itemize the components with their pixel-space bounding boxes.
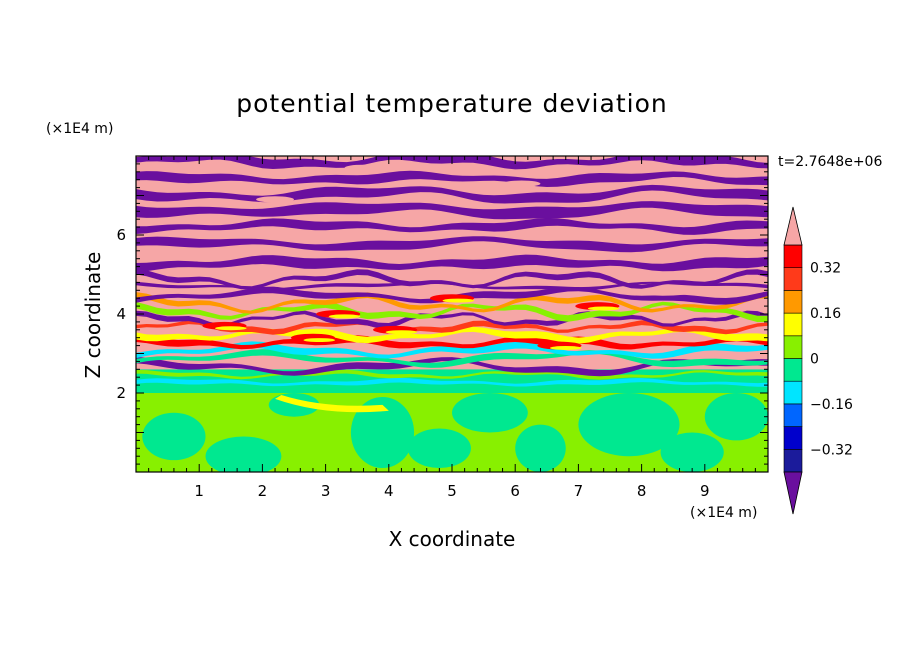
x-tick-label: 1 — [194, 482, 204, 500]
upper-pink-4 — [186, 255, 225, 262]
axes: 1 2 3 4 5 6 7 8 9 2 4 6 — [116, 156, 769, 500]
turbulent-band-2 — [136, 341, 768, 359]
y-tick-label: 4 — [116, 305, 126, 323]
y-axis-label: Z coordinate — [81, 252, 105, 379]
transition-cyan — [136, 377, 768, 387]
x-tick-label: 5 — [447, 482, 457, 500]
contour-field — [136, 156, 768, 472]
chart-title: potential temperature deviation — [236, 89, 667, 118]
colorbar-tick-label: 0.32 — [810, 261, 841, 277]
colorbar-top-triangle — [783, 206, 803, 246]
lower-blob-1 — [205, 436, 282, 472]
colorbar: 0.32 0.16 0 −0.16 −0.32 — [783, 206, 853, 515]
lower-blob-8 — [704, 393, 768, 441]
colorbar-tick-label: −0.32 — [810, 442, 853, 458]
upper-pink-1 — [344, 164, 383, 172]
lower-blob-3 — [407, 428, 471, 469]
turb-yellow-3 — [442, 298, 475, 303]
colorbar-segment — [783, 380, 803, 405]
upper-layer-2 — [136, 217, 768, 235]
colorbar-segment — [783, 267, 803, 291]
x-tick-label: 6 — [510, 482, 520, 500]
x-tick-label: 9 — [700, 482, 710, 500]
lower-blob-4 — [452, 393, 528, 433]
colorbar-segment — [783, 290, 803, 314]
x-axis-label: X coordinate — [389, 527, 516, 551]
turbulent-band-3 — [136, 335, 768, 350]
colorbar-segment — [783, 335, 803, 359]
colorbar-segment — [783, 426, 803, 450]
turbulent-band-4 — [136, 326, 768, 344]
transition-green — [136, 369, 768, 380]
upper-layer-5 — [136, 170, 768, 187]
colorbar-bottom-triangle — [783, 471, 803, 515]
time-label: t=2.7648e+06 — [778, 154, 882, 170]
y-tick-label: 2 — [116, 384, 126, 402]
x-tick-label: 7 — [574, 482, 584, 500]
colorbar-tick-label: 0.16 — [810, 306, 841, 322]
upper-pink-2 — [502, 180, 541, 187]
turb-yellow-1 — [328, 314, 361, 319]
turb-yellow-0 — [303, 338, 336, 343]
turbulent-band-10 — [136, 279, 768, 296]
turbulent-band-8 — [136, 292, 768, 314]
turb-yellow-4 — [549, 345, 582, 350]
upper-layer-4 — [136, 184, 768, 204]
upper-layer-1 — [136, 236, 768, 253]
x-unit-label: (×1E4 m) — [690, 505, 757, 521]
turb-yellow-5 — [587, 306, 620, 311]
lower-blob-2 — [350, 396, 415, 469]
lower-blob-5 — [515, 424, 566, 472]
plot-area — [136, 156, 768, 472]
colorbar-tick-label: −0.16 — [810, 397, 853, 413]
upper-layer-0 — [136, 254, 768, 273]
upper-layer-3 — [136, 201, 768, 220]
y-tick-label: 6 — [116, 226, 126, 244]
x-tick-label: 3 — [321, 482, 331, 500]
lower-yellow-streak — [275, 394, 389, 413]
colorbar-segment — [783, 312, 803, 337]
colorbar-segment — [783, 403, 803, 427]
turbulent-band-0 — [136, 356, 768, 377]
colorbar-tick-label: 0 — [810, 352, 819, 368]
colorbar-segment — [783, 244, 803, 269]
colorbar-segment — [783, 358, 803, 382]
turbulent-band-5 — [136, 320, 768, 335]
colorbar-segment — [783, 448, 803, 473]
x-tick-label: 8 — [637, 482, 647, 500]
x-tick-label: 2 — [258, 482, 268, 500]
turb-yellow-6 — [215, 326, 247, 331]
lower-blob-0 — [142, 412, 206, 461]
upper-pink-3 — [666, 216, 705, 223]
upper-pink-0 — [256, 196, 294, 203]
turbulent-band-6 — [136, 310, 768, 329]
turb-yellow-2 — [385, 330, 418, 335]
lower-blob-6 — [578, 393, 680, 457]
upper-layer-low — [136, 281, 768, 291]
lower-blob-7 — [660, 432, 724, 472]
x-tick-label: 4 — [384, 482, 394, 500]
y-unit-label: (×1E4 m) — [46, 121, 113, 137]
